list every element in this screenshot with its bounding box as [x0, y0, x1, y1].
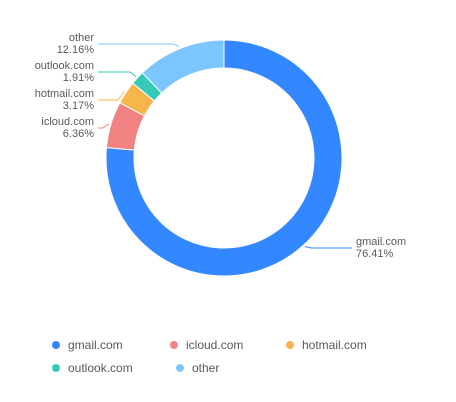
slice-name-label-other: other — [69, 32, 94, 44]
leader-line-gmail — [304, 246, 352, 249]
leader-line-hotmail — [98, 91, 125, 101]
slice-value-label-outlook: 1.91% — [63, 72, 94, 84]
slice-name-label-icloud: icloud.com — [41, 116, 94, 128]
slice-name-label-outlook: outlook.com — [35, 60, 94, 72]
legend-label-hotmail: hotmail.com — [302, 338, 367, 352]
legend-label-gmail: gmail.com — [68, 338, 123, 352]
slice-name-label-hotmail: hotmail.com — [35, 88, 94, 100]
leader-line-outlook — [98, 71, 137, 77]
legend-dot-outlook — [52, 364, 60, 372]
legend-dot-hotmail — [286, 341, 294, 349]
legend-item-outlook[interactable]: outlook.com — [52, 359, 133, 377]
legend-label-outlook: outlook.com — [68, 361, 133, 375]
slice-value-label-hotmail: 3.17% — [63, 100, 94, 112]
legend-item-hotmail[interactable]: hotmail.com — [286, 336, 367, 354]
slice-gmail[interactable] — [105, 39, 343, 277]
legend-item-gmail[interactable]: gmail.com — [52, 336, 123, 354]
slice-value-label-icloud: 6.36% — [63, 128, 94, 140]
leader-line-other — [98, 43, 180, 48]
legend-dot-other — [176, 364, 184, 372]
slice-other[interactable] — [141, 39, 225, 94]
legend-dot-icloud — [170, 341, 178, 349]
slice-value-label-other: 12.16% — [57, 44, 95, 56]
legend-label-icloud: icloud.com — [186, 338, 244, 352]
leader-line-icloud — [98, 123, 110, 129]
legend-item-icloud[interactable]: icloud.com — [170, 336, 243, 354]
legend-label-other: other — [192, 361, 220, 375]
legend-item-other[interactable]: other — [176, 359, 219, 377]
slice-value-label-gmail: 76.41% — [356, 248, 394, 260]
legend-dot-gmail — [52, 341, 60, 349]
slice-name-label-gmail: gmail.com — [356, 236, 406, 248]
